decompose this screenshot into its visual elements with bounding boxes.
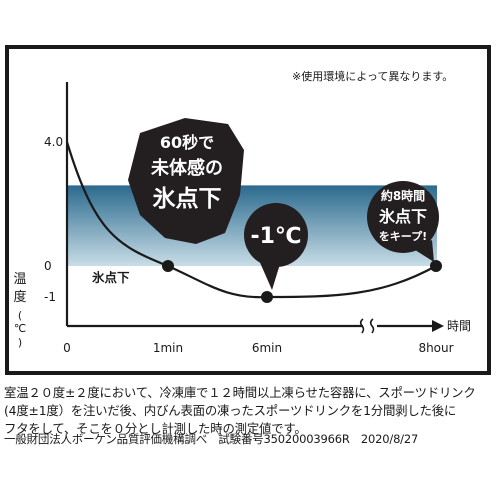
y-axis-label-char: 温 [13,272,26,287]
callout-60sec-text: 60秒で [160,133,214,152]
data-point [430,260,442,272]
callout-8hours-text: 約8時間 [381,188,425,203]
callout-8hours-text: 氷点下 [379,207,427,226]
y-tick-label: 4.0 [44,135,63,149]
callout-60sec-text: 未体感の [151,157,223,179]
footnote-line-3: フタをして、そこを０分とし計測した時の測定値です。 [4,421,307,436]
freeze-band-label: 氷点下 [91,270,130,285]
x-tick-label: 0 [63,341,71,355]
callout-60sec-text: 氷点下 [153,186,222,212]
callout-8hours-pointer [412,240,434,262]
x-tick-label: 1min [153,341,183,355]
y-axis-label-char: 度 [13,289,26,305]
x-tick-label: 8hour [418,341,453,355]
y-tick-label: 0 [44,259,52,273]
temperature-line [65,141,437,299]
axis-break-mark [359,318,365,334]
x-tick-label: 6min [252,341,282,355]
callout-60sec-bubble [128,118,244,244]
axis-break-mark [369,318,375,334]
callout-minus1-text: -1℃ [250,224,301,249]
footnote-source: 一般財団法人ボーケン品質評価機構調べ 試験番号35020003966R 2020… [4,432,419,446]
data-point [162,260,174,272]
callout-minus1-pointer [258,258,280,290]
y-axis-label-char: ( [18,309,22,322]
note-text: ※使用環境によって異なります。 [292,69,453,83]
callout-8hours-text: をキープ! [379,229,427,243]
x-axis-arrow [432,320,444,332]
y-tick-label: -1 [44,290,56,304]
callout-minus1-bubble [244,203,308,267]
callout-8hours-bubble [367,181,439,253]
y-axis-label-char: ) [18,336,22,349]
y-axis-label-char: ℃ [14,322,26,335]
data-point [261,291,273,303]
footnote-line-1: 室温２０度±２度において、冷凍庫で１２時間以上凍らせた容器に、スポーツドリンク [4,385,476,400]
x-axis-unit: 時間 [447,319,471,333]
footnote-line-2: (4度±1度）を注いだ後、内びん表面の凍ったスポーツドリンクを1分間剥した後に [4,403,457,418]
footnote-condition: 室温２０度±２度において、冷凍庫で１２時間以上凍らせた容器に、スポーツドリンク … [4,384,496,438]
